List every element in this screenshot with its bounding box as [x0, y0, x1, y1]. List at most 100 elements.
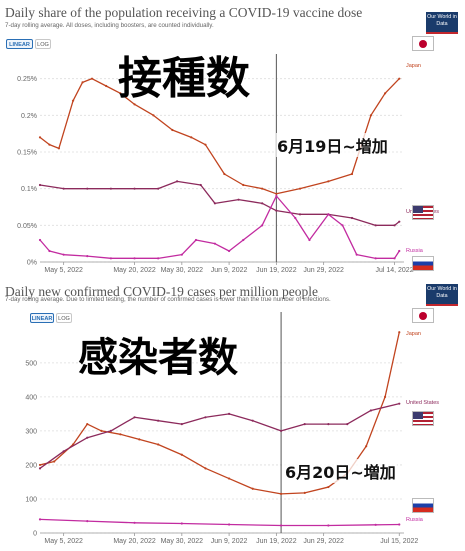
x-tick-label: May 5, 2022 [44, 267, 83, 274]
data-point [133, 187, 136, 190]
x-tick-label: Jun 19, 2022 [256, 267, 297, 274]
chart-title: Daily share of the population receiving … [5, 5, 363, 20]
y-tick-label: 0% [27, 260, 37, 267]
data-point [227, 412, 231, 415]
chart-subtitle: 7-day rolling average. Due to limited te… [5, 296, 331, 303]
data-point [279, 429, 283, 433]
data-point [279, 524, 283, 527]
log-scale-button[interactable]: LOG [56, 313, 72, 323]
data-point [86, 436, 89, 439]
data-point [393, 257, 396, 260]
vaccine-dose-panel: Daily share of the population receiving … [0, 0, 465, 275]
jp-flag-icon [412, 36, 434, 51]
x-tick-label: Jul 14, 2022 [375, 267, 413, 274]
data-point [204, 467, 207, 470]
data-point [199, 183, 202, 187]
overlay-title: 接種数 [118, 53, 250, 104]
data-point [175, 180, 179, 183]
jp-flag-icon [412, 308, 434, 323]
data-point [298, 187, 302, 190]
data-point [398, 402, 401, 405]
data-point [109, 429, 113, 433]
data-point [383, 395, 387, 398]
x-tick-label: May 30, 2022 [161, 267, 204, 274]
data-point [133, 521, 136, 524]
data-point [227, 477, 231, 480]
data-point [38, 183, 42, 187]
data-point [190, 136, 193, 139]
data-point [398, 77, 401, 80]
data-point [38, 136, 42, 139]
data-point [261, 224, 264, 227]
data-point [86, 255, 89, 258]
data-point [157, 257, 160, 260]
data-point [157, 187, 160, 190]
y-tick-label: 0.25% [17, 76, 37, 83]
data-point [350, 216, 354, 220]
data-point [279, 492, 283, 495]
data-point [81, 81, 84, 84]
series-line-russia [39, 195, 400, 259]
series-line-united-states [39, 180, 400, 226]
y-tick-label: 0.15% [17, 150, 37, 157]
data-point [308, 238, 311, 242]
data-point [171, 128, 174, 132]
data-point [346, 422, 349, 426]
owid-logo: Our World in Data [426, 12, 458, 34]
data-point [86, 187, 89, 190]
data-point [298, 213, 302, 216]
us-flag-icon [412, 411, 434, 426]
data-point [152, 114, 155, 117]
data-point [133, 103, 136, 106]
log-scale-button[interactable]: LOG [35, 39, 51, 49]
data-point [327, 485, 330, 489]
data-point [71, 99, 75, 102]
y-tick-label: 500 [25, 360, 37, 367]
data-point [109, 187, 113, 190]
data-point [133, 257, 136, 260]
data-point [355, 253, 358, 256]
linear-scale-button[interactable]: LINEAR [30, 313, 54, 323]
data-point [180, 453, 183, 456]
y-tick-label: 400 [25, 394, 37, 401]
y-tick-label: 0.2% [21, 113, 37, 120]
series-label: Japan [406, 63, 421, 69]
y-tick-label: 0.05% [17, 223, 37, 230]
y-tick-label: 300 [25, 428, 37, 435]
series-line-united-states [39, 403, 400, 469]
data-point [398, 220, 401, 223]
data-point [105, 84, 108, 88]
us-flag-icon [412, 205, 434, 220]
data-point [180, 522, 183, 525]
data-point [227, 249, 231, 253]
data-point [227, 523, 231, 526]
overlay-title: 感染者数 [78, 335, 238, 381]
data-point [213, 202, 217, 205]
data-point [327, 524, 330, 527]
series-label: Japan [406, 331, 421, 337]
data-point [383, 92, 387, 95]
vaccine-chart: 0% 0.05% 0.1% 0.15% 0.2% 0.25% May 5, 2022 May … [17, 54, 439, 274]
data-point [398, 523, 401, 526]
annotation: 6月20日~増加 [284, 459, 397, 483]
series-label: United States [406, 400, 439, 406]
series-label: Russia [406, 248, 424, 254]
data-point [213, 242, 217, 245]
data-point [374, 224, 377, 227]
data-point [194, 238, 198, 242]
x-tick-label: Jul 15, 2022 [380, 538, 418, 545]
data-point [157, 419, 160, 422]
data-point [38, 467, 42, 470]
linear-scale-button[interactable]: LINEAR [6, 39, 33, 49]
data-point [133, 416, 136, 419]
x-tick-label: Jun 9, 2022 [211, 538, 248, 545]
data-point [90, 77, 94, 80]
data-point [294, 216, 297, 220]
data-point [237, 198, 240, 201]
data-point [275, 192, 278, 195]
x-tick-label: May 20, 2022 [113, 267, 156, 274]
data-point [374, 257, 377, 260]
y-tick-label: 200 [25, 462, 37, 469]
data-point [138, 438, 141, 441]
x-tick-label: Jun 29, 2022 [303, 267, 344, 274]
